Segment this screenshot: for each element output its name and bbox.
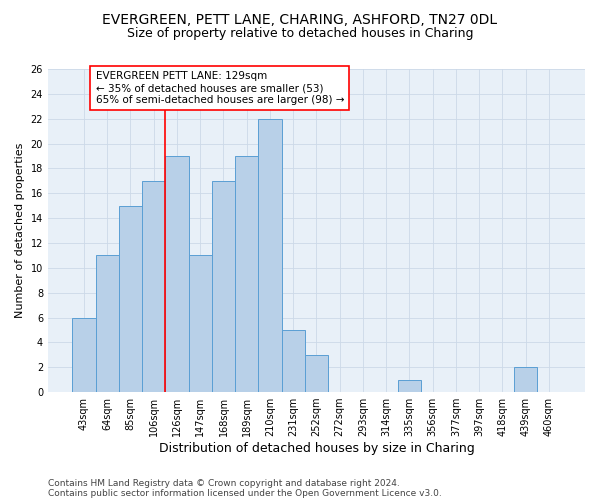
Bar — [142, 181, 166, 392]
Bar — [281, 330, 305, 392]
Bar — [73, 318, 95, 392]
Y-axis label: Number of detached properties: Number of detached properties — [15, 143, 25, 318]
Bar — [119, 206, 142, 392]
Bar — [95, 256, 119, 392]
Text: Contains public sector information licensed under the Open Government Licence v3: Contains public sector information licen… — [48, 488, 442, 498]
Bar — [166, 156, 188, 392]
Bar — [514, 367, 538, 392]
Text: Contains HM Land Registry data © Crown copyright and database right 2024.: Contains HM Land Registry data © Crown c… — [48, 478, 400, 488]
Bar — [259, 118, 281, 392]
Bar — [305, 355, 328, 392]
Bar — [398, 380, 421, 392]
Bar — [212, 181, 235, 392]
Text: EVERGREEN PETT LANE: 129sqm
← 35% of detached houses are smaller (53)
65% of sem: EVERGREEN PETT LANE: 129sqm ← 35% of det… — [95, 72, 344, 104]
X-axis label: Distribution of detached houses by size in Charing: Distribution of detached houses by size … — [158, 442, 475, 455]
Text: EVERGREEN, PETT LANE, CHARING, ASHFORD, TN27 0DL: EVERGREEN, PETT LANE, CHARING, ASHFORD, … — [103, 12, 497, 26]
Text: Size of property relative to detached houses in Charing: Size of property relative to detached ho… — [127, 28, 473, 40]
Bar — [235, 156, 259, 392]
Bar — [188, 256, 212, 392]
